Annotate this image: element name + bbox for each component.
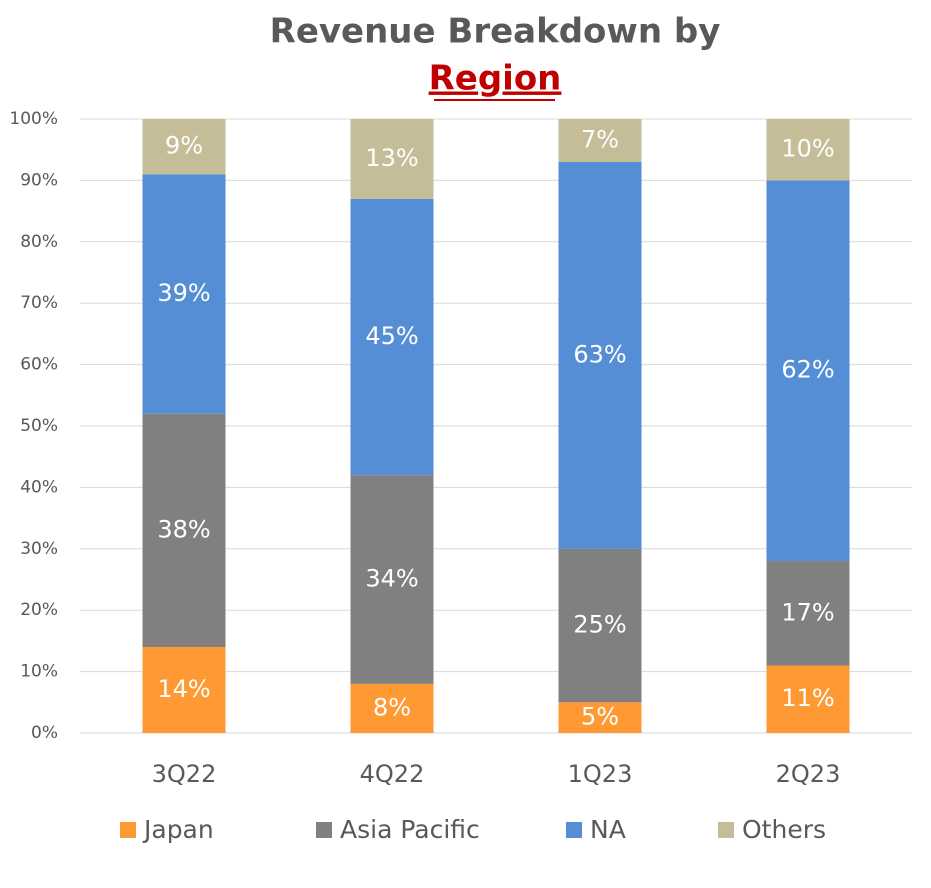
y-tick-label: 40% [20,477,58,497]
bar-segment [766,665,850,733]
x-tick-label: 3Q22 [152,760,217,788]
data-label: 13% [365,144,418,172]
data-label: 5% [581,703,619,731]
y-tick-label: 90% [20,170,58,190]
y-tick-label: 70% [20,293,58,313]
y-tick-label: 60% [20,355,58,375]
data-label: 63% [573,340,626,368]
data-label: 39% [157,279,210,307]
bar-segment [350,198,434,476]
y-tick-label: 0% [31,723,58,743]
bar-segment [142,119,226,175]
bar-segment [558,548,642,703]
legend-swatch [718,822,734,838]
data-label: 45% [365,322,418,350]
bar-segment [558,702,642,733]
x-tick-label: 2Q23 [776,760,841,788]
bar-segment [350,119,434,199]
legend-label: NA [590,815,626,844]
bar-segment [142,413,226,648]
y-tick-label: 20% [20,600,58,620]
bar-segment [558,119,642,162]
data-label: 9% [165,132,203,160]
bar-segment [766,119,850,181]
bar-segment [142,647,226,733]
data-label: 14% [157,675,210,703]
data-label: 62% [781,356,834,384]
chart-title: Revenue Breakdown by [270,12,721,52]
legend-swatch [566,822,582,838]
legend-label: Others [742,815,826,844]
legend-label: Japan [142,815,214,844]
chart-title-highlight: Region [429,59,562,99]
bar-segment [766,180,850,562]
data-label: 10% [781,135,834,163]
y-tick-label: 50% [20,416,58,436]
legend-swatch [120,822,136,838]
data-label: 7% [581,125,619,153]
data-label: 17% [781,598,834,626]
data-label: 11% [781,684,834,712]
data-label: 8% [373,693,411,721]
legend-label: Asia Pacific [340,815,480,844]
y-tick-label: 80% [20,232,58,252]
bar-segment [350,683,434,733]
bar-segment [142,174,226,414]
y-tick-label: 10% [20,662,58,682]
y-tick-label: 100% [9,109,58,129]
x-tick-label: 4Q22 [360,760,425,788]
bar-segment [350,475,434,684]
y-tick-label: 30% [20,539,58,559]
bar-segment [766,561,850,666]
x-tick-label: 1Q23 [568,760,633,788]
bar-segment [558,161,642,549]
data-label: 25% [573,611,626,639]
legend-swatch [316,822,332,838]
data-label: 38% [157,515,210,543]
data-label: 34% [365,565,418,593]
